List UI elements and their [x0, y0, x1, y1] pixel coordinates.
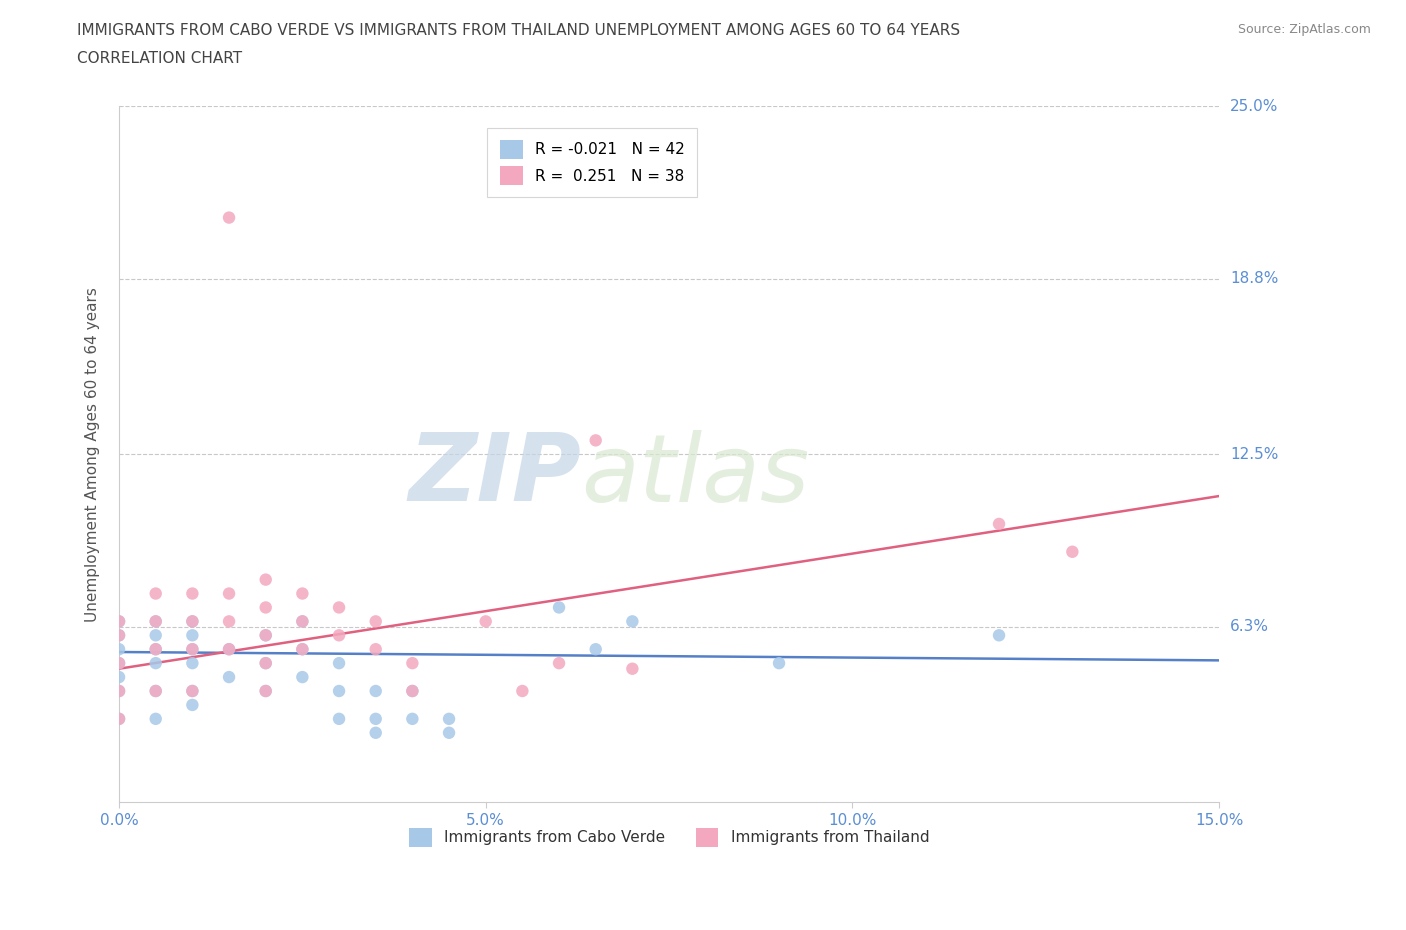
- Point: [1062, 544, 1084, 559]
- Point: [145, 586, 167, 601]
- Point: [181, 642, 204, 657]
- Point: [474, 614, 496, 629]
- Point: [145, 642, 167, 657]
- Point: [108, 642, 131, 657]
- Point: [108, 628, 131, 643]
- Point: [364, 711, 387, 726]
- Point: [218, 642, 240, 657]
- Point: [254, 684, 277, 698]
- Point: [328, 711, 350, 726]
- Point: [108, 614, 131, 629]
- Point: [254, 656, 277, 671]
- Text: ZIP: ZIP: [408, 429, 581, 521]
- Point: [254, 628, 277, 643]
- Point: [328, 600, 350, 615]
- Text: 6.3%: 6.3%: [1230, 619, 1270, 634]
- Point: [145, 614, 167, 629]
- Text: Source: ZipAtlas.com: Source: ZipAtlas.com: [1237, 23, 1371, 36]
- Point: [181, 684, 204, 698]
- Point: [108, 614, 131, 629]
- Point: [181, 642, 204, 657]
- Point: [145, 656, 167, 671]
- Point: [291, 614, 314, 629]
- Point: [108, 670, 131, 684]
- Point: [181, 684, 204, 698]
- Point: [364, 642, 387, 657]
- Point: [291, 670, 314, 684]
- Point: [364, 614, 387, 629]
- Point: [401, 684, 423, 698]
- Point: [585, 642, 607, 657]
- Point: [291, 642, 314, 657]
- Point: [108, 684, 131, 698]
- Text: atlas: atlas: [581, 430, 810, 521]
- Point: [145, 684, 167, 698]
- Point: [621, 661, 644, 676]
- Point: [437, 711, 460, 726]
- Text: CORRELATION CHART: CORRELATION CHART: [77, 51, 242, 66]
- Point: [181, 628, 204, 643]
- Point: [218, 210, 240, 225]
- Point: [291, 586, 314, 601]
- Y-axis label: Unemployment Among Ages 60 to 64 years: Unemployment Among Ages 60 to 64 years: [86, 286, 100, 622]
- Point: [108, 684, 131, 698]
- Point: [328, 656, 350, 671]
- Point: [145, 628, 167, 643]
- Text: IMMIGRANTS FROM CABO VERDE VS IMMIGRANTS FROM THAILAND UNEMPLOYMENT AMONG AGES 6: IMMIGRANTS FROM CABO VERDE VS IMMIGRANTS…: [77, 23, 960, 38]
- Point: [254, 572, 277, 587]
- Point: [254, 628, 277, 643]
- Text: 18.8%: 18.8%: [1230, 272, 1278, 286]
- Point: [401, 684, 423, 698]
- Point: [108, 711, 131, 726]
- Point: [328, 628, 350, 643]
- Point: [585, 433, 607, 448]
- Point: [364, 725, 387, 740]
- Point: [218, 614, 240, 629]
- Point: [181, 698, 204, 712]
- Point: [548, 656, 571, 671]
- Point: [437, 725, 460, 740]
- Point: [145, 684, 167, 698]
- Point: [108, 628, 131, 643]
- Point: [145, 711, 167, 726]
- Point: [108, 656, 131, 671]
- Legend: Immigrants from Cabo Verde, Immigrants from Thailand: Immigrants from Cabo Verde, Immigrants f…: [398, 817, 941, 857]
- Point: [328, 684, 350, 698]
- Point: [218, 670, 240, 684]
- Point: [145, 614, 167, 629]
- Text: 25.0%: 25.0%: [1230, 99, 1278, 113]
- Point: [181, 586, 204, 601]
- Text: 12.5%: 12.5%: [1230, 446, 1278, 462]
- Point: [254, 600, 277, 615]
- Point: [988, 628, 1011, 643]
- Point: [218, 586, 240, 601]
- Point: [401, 711, 423, 726]
- Point: [181, 614, 204, 629]
- Point: [768, 656, 790, 671]
- Point: [218, 642, 240, 657]
- Point: [254, 656, 277, 671]
- Point: [108, 656, 131, 671]
- Point: [291, 642, 314, 657]
- Point: [291, 614, 314, 629]
- Point: [621, 614, 644, 629]
- Point: [548, 600, 571, 615]
- Point: [181, 614, 204, 629]
- Point: [254, 684, 277, 698]
- Point: [145, 642, 167, 657]
- Point: [181, 656, 204, 671]
- Point: [401, 656, 423, 671]
- Point: [988, 516, 1011, 531]
- Point: [512, 684, 534, 698]
- Point: [108, 711, 131, 726]
- Point: [364, 684, 387, 698]
